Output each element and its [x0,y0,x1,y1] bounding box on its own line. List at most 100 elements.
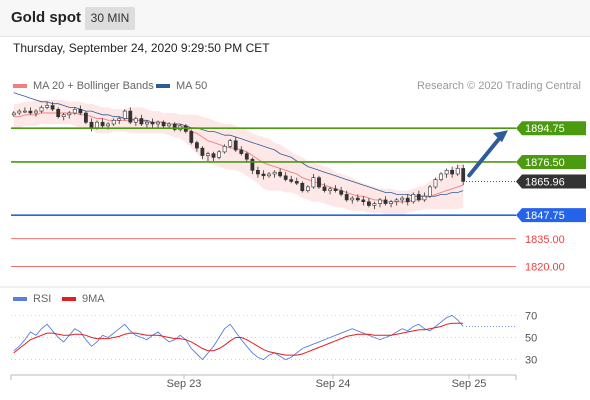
candle [378,199,382,204]
rsi-panel: 70 50 30 [0,286,590,367]
candle [122,110,127,119]
candle [133,118,138,123]
candle [383,199,388,204]
candle [72,109,77,114]
rsi-legend-label: RSI [33,293,52,305]
candle [206,153,210,156]
candle [339,190,344,195]
candle [433,179,438,188]
instrument-title: Gold spot [11,9,81,26]
candle [89,121,94,128]
candle [145,121,149,125]
candle [439,173,443,180]
candle [355,197,360,201]
candle [400,197,405,201]
candle [22,110,27,113]
ma20-legend-swatch [13,84,27,88]
candle [228,140,233,147]
candle [361,199,366,202]
x-axis-label: Sep 25 [452,378,487,390]
candle [117,118,122,121]
candle [233,140,238,151]
candle [95,121,99,128]
candle [255,170,260,175]
candle [411,194,416,203]
candle [61,114,66,118]
current-price-label-bg [516,174,586,189]
candle [222,146,227,153]
ma50-line [13,92,464,197]
x-axis: Sep 23 Sep 24 Sep 25 [10,374,517,390]
rsi-ma-line [13,322,464,356]
candle [156,121,160,125]
candle [200,147,205,156]
candle [217,151,222,158]
ma20-line [13,112,464,203]
current-price-label: 1865.96 [525,176,565,188]
ma50-legend-label: MA 50 [176,80,208,92]
support-2-label: 1820.00 [525,262,565,274]
candle [167,123,172,127]
candle [45,105,50,108]
candle [267,173,271,177]
candle [272,171,277,175]
forecast-arrow-head [493,130,508,143]
moving-average-layer [13,92,464,203]
candle [56,109,61,118]
candle [294,181,299,184]
support-1-label: 1835.00 [525,234,565,246]
timeframe-button[interactable]: 30 MIN [85,7,135,30]
candle [450,170,455,175]
candle [350,197,355,201]
candle [139,118,144,125]
candle [300,183,305,192]
candle [78,109,83,114]
candle [317,177,321,188]
candle [11,112,16,116]
x-axis-label: Sep 24 [316,378,351,390]
candle [239,149,244,154]
candle [106,123,111,127]
bollinger-band-layer [13,100,464,215]
pivot-label: 1847.75 [525,210,565,222]
candle [416,194,421,201]
candle [189,131,194,143]
candle [455,168,460,175]
candle [17,110,22,114]
rsi-tick-70: 70 [525,310,537,322]
ma9-legend-label: 9MA [82,293,105,305]
ma50-legend-swatch [156,84,170,88]
candle [461,168,466,182]
candle [389,201,394,205]
candle [111,120,116,125]
rsi-line [13,314,464,361]
candle [366,201,371,206]
candle [427,186,432,197]
candle [283,175,288,180]
candle [333,188,338,191]
candle [372,203,377,206]
candle [278,171,283,177]
candle [34,110,38,114]
candle [405,197,410,203]
candle [84,112,88,123]
candle [261,173,266,177]
rsi-legend-swatch [13,297,27,301]
resistance-1-label: 1876.50 [525,157,565,169]
rsi-tick-30: 30 [525,355,537,367]
resistance-1-label-bg [516,154,586,169]
candle [422,195,427,201]
candle [50,105,55,110]
pivot-label-bg [516,208,586,223]
candle [161,121,166,127]
candle [28,110,33,114]
candle [244,153,249,160]
x-axis-label: Sep 23 [167,378,202,390]
candlestick-layer [11,101,466,210]
candle [67,112,72,116]
candle [444,170,449,175]
ma20-legend-label: MA 20 + Bollinger Bands [33,80,154,92]
credit-label: Research © 2020 Trading Central [416,80,581,92]
candle [394,199,399,202]
